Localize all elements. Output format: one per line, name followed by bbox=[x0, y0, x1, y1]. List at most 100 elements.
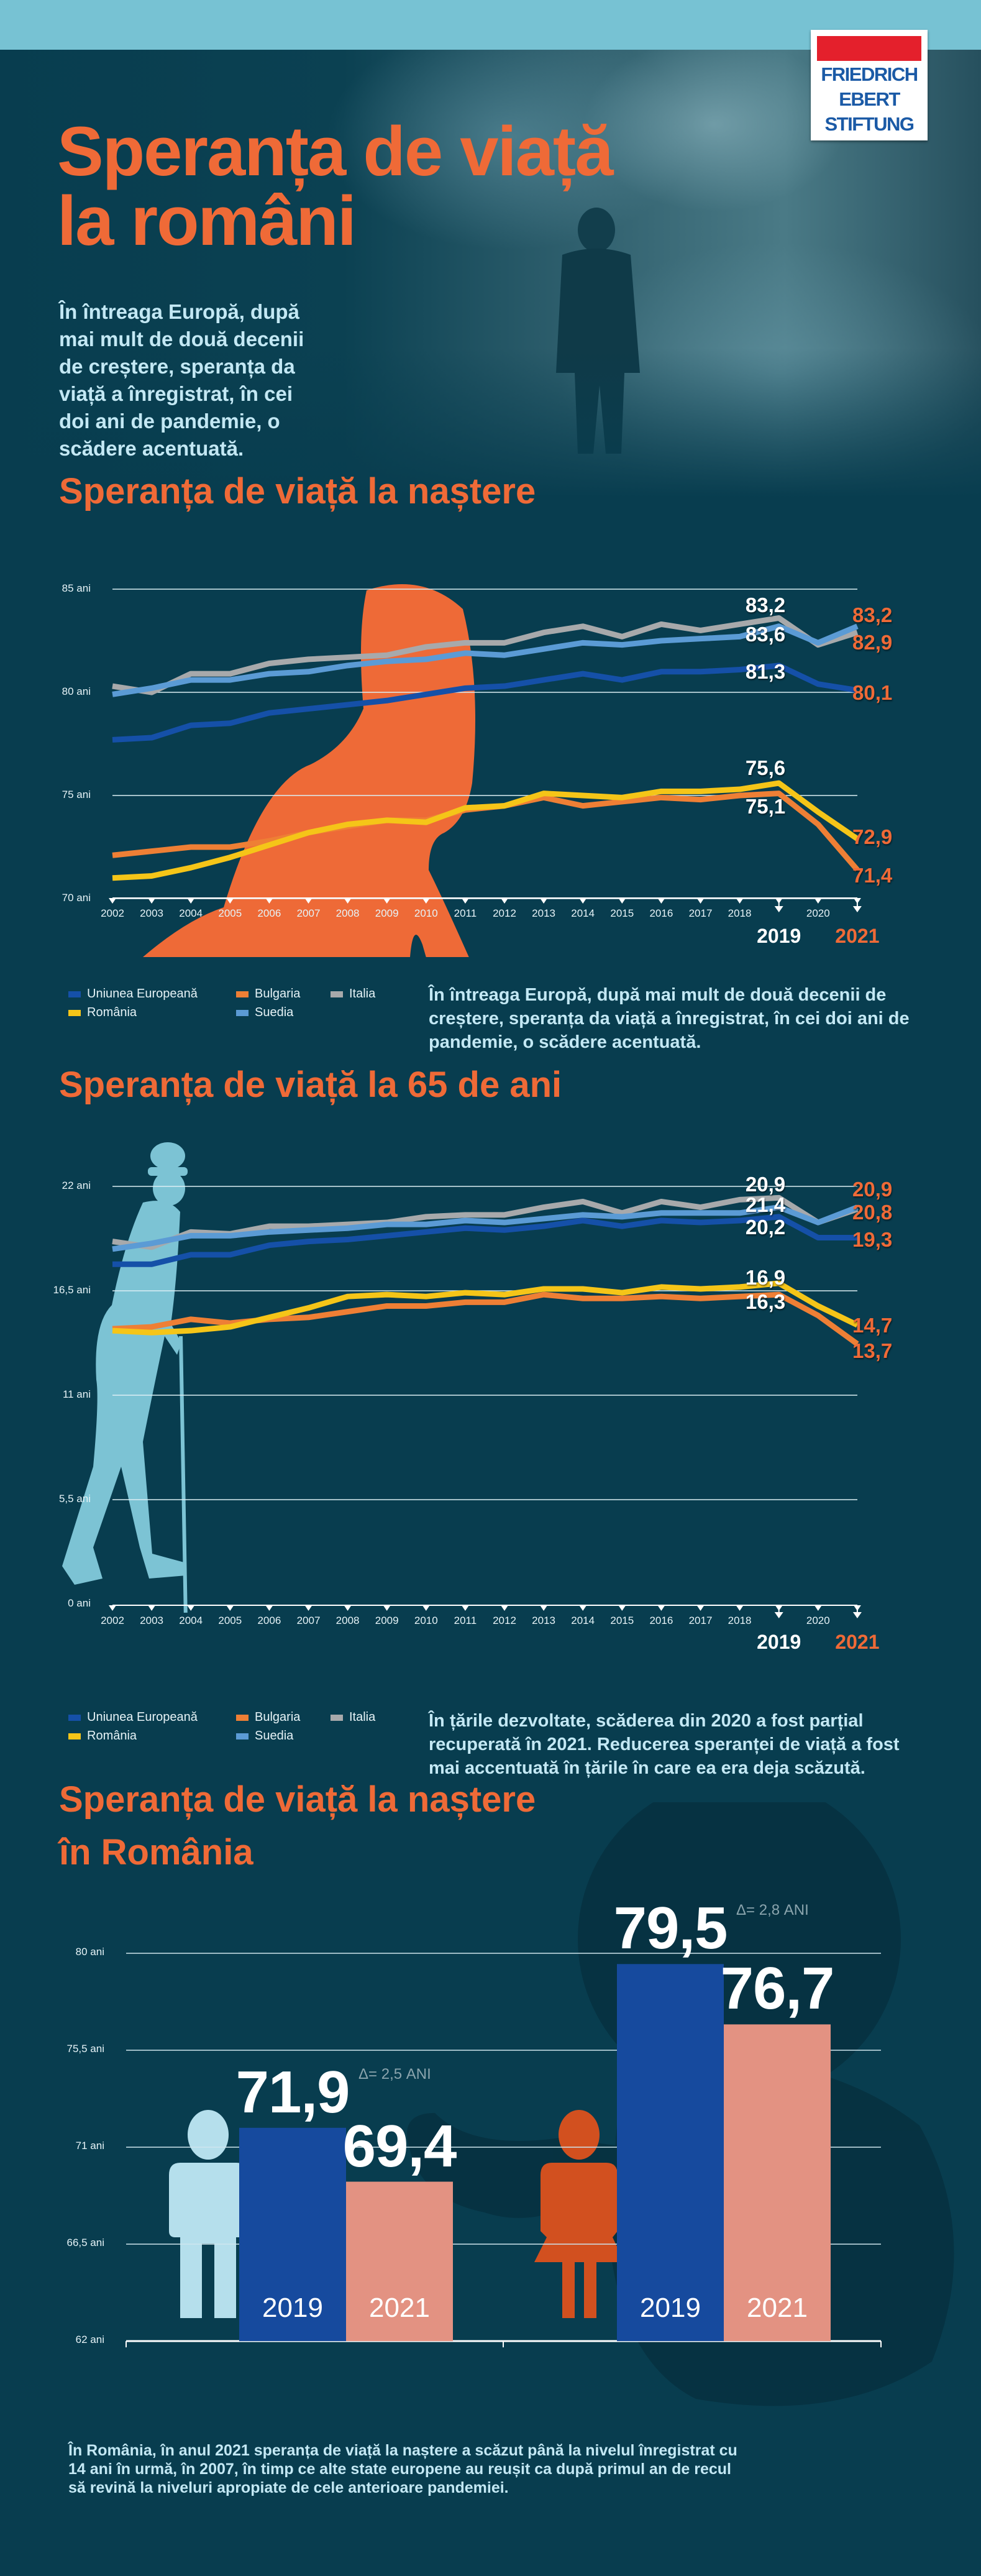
x-tick-label: 2013 bbox=[532, 907, 555, 919]
x-tick-marker bbox=[814, 1605, 822, 1611]
section-title-birth: Speranța de viață la naștere bbox=[59, 471, 536, 511]
legend-item-romania: România bbox=[68, 1729, 137, 1743]
value-label-2019: 16,9 bbox=[745, 1266, 786, 1289]
x-tick-label: 2003 bbox=[140, 1615, 163, 1626]
x-tick-label: 2016 bbox=[649, 1615, 673, 1626]
x-tick-marker bbox=[540, 898, 548, 904]
x-tick-marker bbox=[657, 898, 665, 904]
bar-men-2019 bbox=[239, 2127, 346, 2342]
delta-label: Δ= 2,5 ANI bbox=[358, 2065, 431, 2083]
x-tick-marker bbox=[109, 1605, 116, 1611]
value-label-2021: 71,4 bbox=[852, 864, 893, 887]
series-line-romania bbox=[112, 780, 859, 881]
legend-swatch bbox=[68, 1009, 81, 1016]
chart-birth-life-expectancy bbox=[109, 584, 862, 957]
legend-swatch bbox=[331, 991, 343, 997]
value-label-2019: 75,1 bbox=[745, 795, 786, 818]
y-tick-label: 16,5 ani bbox=[53, 1284, 91, 1296]
delta-label: Δ= 2,8 ANI bbox=[736, 1902, 809, 1919]
value-label-2019: 81,3 bbox=[745, 660, 786, 683]
value-label-2019: 20,9 bbox=[745, 1173, 786, 1196]
fes-logo: FRIEDRICH EBERT STIFTUNG bbox=[811, 30, 928, 140]
series-line-romania bbox=[112, 1280, 859, 1336]
hero-fade bbox=[0, 348, 981, 497]
y-tick-label: 75 ani bbox=[62, 789, 91, 800]
arrow-down-icon bbox=[852, 1612, 862, 1618]
x-tick-marker bbox=[109, 898, 116, 904]
series-line-suedia bbox=[112, 623, 859, 697]
y-tick-label: 5,5 ani bbox=[58, 1493, 91, 1505]
legend-label: Italia bbox=[349, 1710, 376, 1724]
legend-swatch bbox=[68, 1733, 81, 1739]
bar-women-2021 bbox=[724, 2024, 831, 2342]
legend-swatch bbox=[236, 991, 249, 997]
x-tick-marker bbox=[618, 1605, 626, 1611]
x-tick-marker bbox=[736, 898, 744, 904]
x-tick-label: 2008 bbox=[335, 1615, 360, 1626]
series-line-italia bbox=[112, 615, 859, 695]
page-title-line2: la români bbox=[57, 182, 357, 260]
value-label-2021: 14,7 bbox=[852, 1314, 893, 1337]
value-label-2019: 16,3 bbox=[745, 1290, 786, 1313]
y-tick-label: 70 ani bbox=[62, 892, 91, 904]
x-tick-label: 2003 bbox=[140, 907, 163, 919]
legend-swatch bbox=[331, 1714, 343, 1721]
bar-year-label: 2019 bbox=[262, 2293, 323, 2324]
y-tick-label: 11 ani bbox=[62, 1388, 91, 1401]
x-tick-label: 2018 bbox=[728, 907, 752, 919]
chart-romania-bars bbox=[125, 1802, 954, 2406]
y-tick-label: 71 ani bbox=[75, 2140, 104, 2152]
legend-item-suedia: Suedia bbox=[236, 1006, 293, 1020]
x-tick-label: 2005 bbox=[218, 907, 242, 919]
legend-swatch bbox=[68, 991, 81, 997]
y-tick-label: 80 ani bbox=[62, 685, 91, 697]
value-label-2021: 13,7 bbox=[852, 1339, 893, 1362]
logo-text: FRIEDRICH EBERT STIFTUNG bbox=[821, 63, 918, 135]
x-tick-marker bbox=[461, 1605, 469, 1611]
x-tick-marker bbox=[696, 898, 705, 904]
legend-item-italia: Italia bbox=[331, 987, 375, 1001]
x-tick-label: 2009 bbox=[375, 907, 399, 919]
highlight-year-label: 2021 bbox=[835, 1631, 880, 1653]
legend-label: Italia bbox=[349, 987, 376, 1001]
series-line-suedia bbox=[112, 1204, 859, 1252]
x-tick-label: 2017 bbox=[688, 907, 713, 919]
x-tick-marker bbox=[304, 898, 313, 904]
x-tick-label: 2015 bbox=[610, 907, 634, 919]
x-tick-label: 2006 bbox=[257, 1615, 281, 1626]
y-tick-label: 66,5 ani bbox=[66, 2237, 105, 2249]
legend-item-eu: Uniunea Europeană bbox=[68, 987, 198, 1001]
legend-label: Bulgaria bbox=[255, 987, 301, 1001]
x-tick-label: 2005 bbox=[218, 1615, 242, 1626]
legend-label: Suedia bbox=[255, 1006, 294, 1019]
x-tick-label: 2006 bbox=[257, 907, 281, 919]
value-label-2019: 83,2 bbox=[745, 594, 786, 616]
highlight-year-label: 2019 bbox=[757, 1631, 801, 1653]
x-tick-label: 2014 bbox=[571, 1615, 595, 1626]
legend-swatch bbox=[68, 1714, 81, 1721]
legend-label: România bbox=[87, 1729, 137, 1743]
bar-year-label: 2021 bbox=[747, 2293, 808, 2324]
x-tick-label: 2010 bbox=[414, 1615, 438, 1626]
y-tick-label: 80 ani bbox=[75, 1946, 104, 1958]
arrow-down-icon bbox=[852, 906, 862, 912]
value-label-2019: 83,6 bbox=[745, 623, 786, 646]
legend-item-italia: Italia bbox=[331, 1710, 375, 1725]
chart-65-life-expectancy bbox=[62, 1142, 862, 1618]
value-label-2021: 83,2 bbox=[852, 603, 893, 626]
x-tick-label: 2016 bbox=[649, 907, 673, 919]
highlight-year-label: 2019 bbox=[757, 925, 801, 947]
bar-men-2021 bbox=[346, 2181, 453, 2342]
x-tick-marker bbox=[461, 898, 469, 904]
x-tick-label: 2012 bbox=[493, 907, 516, 919]
arrow-down-icon bbox=[774, 906, 783, 912]
page-title-line1: Speranța de viață bbox=[57, 112, 613, 190]
value-label-2021: 19,3 bbox=[852, 1228, 893, 1251]
x-tick-label: 2010 bbox=[414, 907, 438, 919]
y-tick-label: 62 ani bbox=[75, 2334, 104, 2346]
bar-women-2019 bbox=[617, 1964, 724, 2342]
y-tick-label: 85 ani bbox=[62, 582, 91, 594]
value-label-2021: 80,1 bbox=[852, 681, 893, 704]
baby-silhouette bbox=[143, 584, 475, 957]
x-tick-label: 2004 bbox=[179, 1615, 203, 1626]
